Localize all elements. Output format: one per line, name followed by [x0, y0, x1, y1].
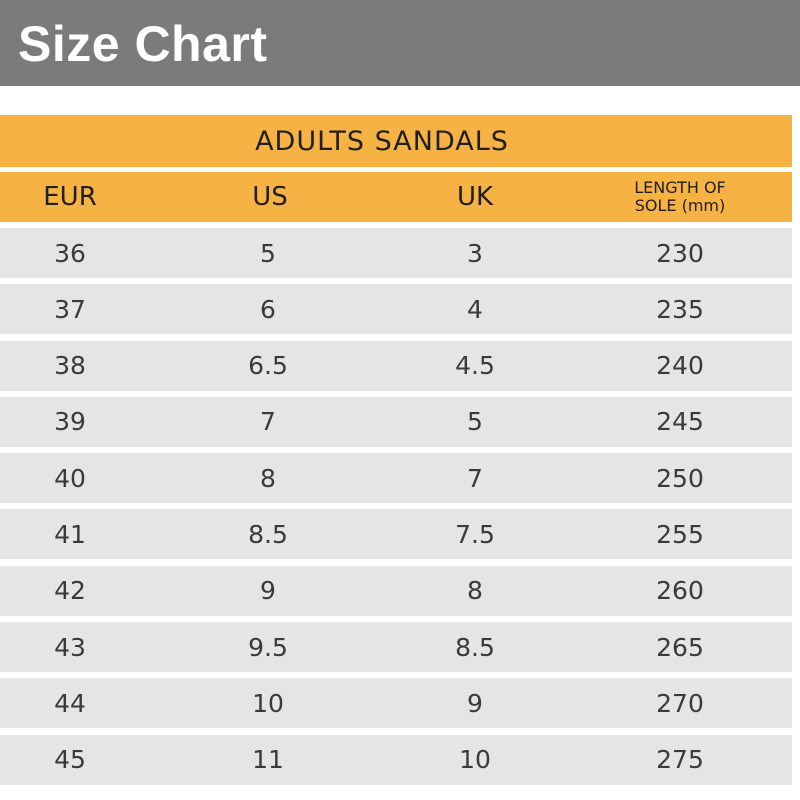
cell-eur: 40 [54, 463, 86, 493]
column-header-length: LENGTH OF SOLE (mm) [590, 172, 770, 222]
cell-uk: 10 [459, 745, 491, 775]
cell-length: 270 [656, 688, 704, 718]
cell-eur: 38 [54, 351, 86, 381]
cell-us: 9 [260, 576, 276, 606]
table-header-row: EUR US UK LENGTH OF SOLE (mm) [0, 172, 792, 222]
cell-length: 260 [656, 576, 704, 606]
cell-uk: 3 [467, 238, 483, 268]
table-row: 40 8 7 250 [0, 453, 792, 504]
cell-eur: 45 [54, 745, 86, 775]
column-header-length-line2: SOLE (mm) [634, 196, 726, 215]
cell-us: 8.5 [248, 519, 288, 549]
table-row: 38 6.5 4.5 240 [0, 340, 792, 391]
cell-length: 245 [656, 407, 704, 437]
cell-us: 5 [260, 238, 276, 268]
table-title: ADULTS SANDALS [255, 125, 509, 157]
column-header-us: US [252, 182, 288, 212]
cell-uk: 7.5 [455, 519, 495, 549]
cell-us: 11 [252, 745, 284, 775]
cell-length: 275 [656, 745, 704, 775]
table-body: 36 5 3 230 37 6 4 235 38 6.5 4.5 240 39 … [0, 228, 792, 791]
cell-eur: 37 [54, 294, 86, 324]
cell-us: 6 [260, 294, 276, 324]
cell-length: 255 [656, 519, 704, 549]
table-row: 36 5 3 230 [0, 228, 792, 278]
cell-uk: 7 [467, 463, 483, 493]
cell-length: 265 [656, 632, 704, 662]
cell-length: 250 [656, 463, 704, 493]
cell-length: 240 [656, 351, 704, 381]
page-title: Size Chart [18, 16, 268, 72]
cell-us: 10 [252, 688, 284, 718]
cell-eur: 39 [54, 407, 86, 437]
table-row: 41 8.5 7.5 255 [0, 509, 792, 560]
cell-length: 230 [656, 238, 704, 268]
table-row: 45 11 10 275 [0, 734, 792, 785]
title-bar: Size Chart [0, 0, 800, 86]
cell-uk: 8 [467, 576, 483, 606]
cell-uk: 5 [467, 407, 483, 437]
column-header-length-line1: LENGTH OF [634, 178, 726, 197]
cell-uk: 4 [467, 294, 483, 324]
cell-eur: 42 [54, 576, 86, 606]
cell-uk: 8.5 [455, 632, 495, 662]
table-row: 39 7 5 245 [0, 396, 792, 447]
cell-uk: 9 [467, 688, 483, 718]
table-title-bar: ADULTS SANDALS [0, 115, 792, 167]
cell-us: 9.5 [248, 632, 288, 662]
table-row: 44 10 9 270 [0, 678, 792, 729]
table-row: 43 9.5 8.5 265 [0, 622, 792, 673]
cell-us: 6.5 [248, 351, 288, 381]
cell-us: 8 [260, 463, 276, 493]
table-row: 37 6 4 235 [0, 284, 792, 335]
cell-eur: 36 [54, 238, 86, 268]
cell-eur: 41 [54, 519, 86, 549]
cell-uk: 4.5 [455, 351, 495, 381]
table-row: 42 9 8 260 [0, 565, 792, 616]
cell-eur: 44 [54, 688, 86, 718]
column-header-uk: UK [456, 182, 494, 212]
cell-length: 235 [656, 294, 704, 324]
cell-eur: 43 [54, 632, 86, 662]
cell-us: 7 [260, 407, 276, 437]
column-header-eur: EUR [43, 182, 97, 212]
